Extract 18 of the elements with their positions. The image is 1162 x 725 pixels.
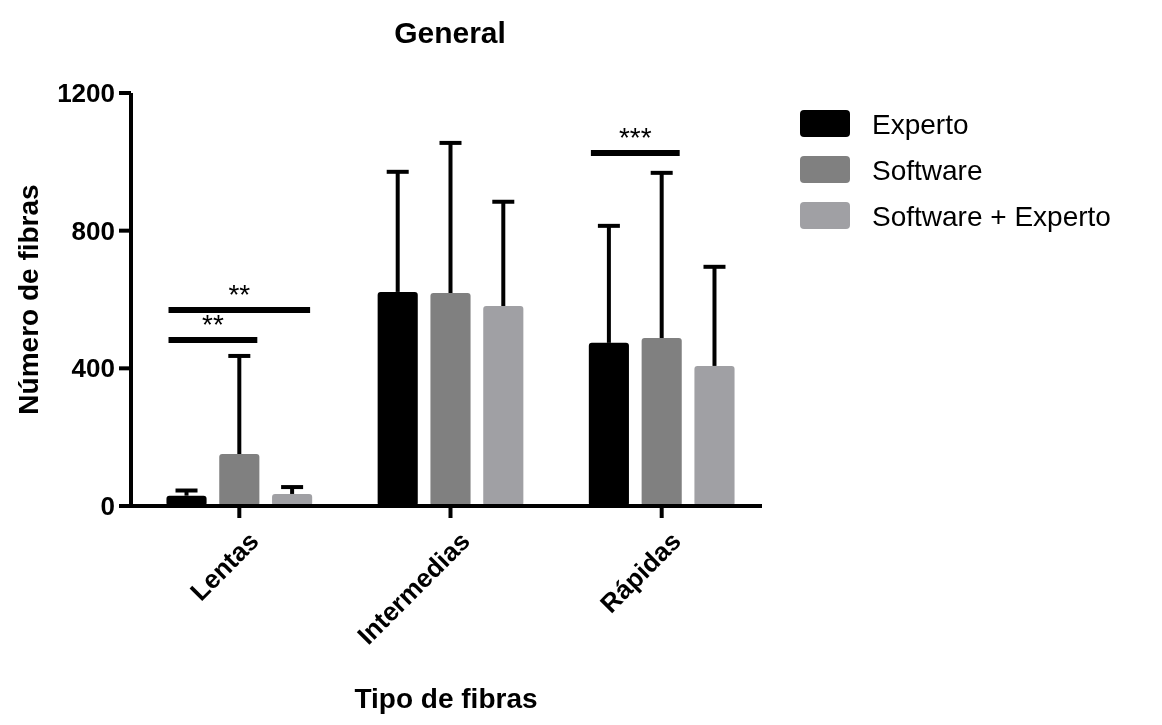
y-axis-title: Número de fibras [13,184,44,415]
y-tick-label: 0 [100,491,115,522]
annotation: ** [228,279,251,310]
y-tick-label: 800 [71,215,115,246]
legend-label: Experto [872,108,969,140]
y-tick-label: 1200 [57,78,115,109]
bar [641,338,682,506]
legend-label: Software [872,154,983,186]
x-axis-title: Tipo de fibras [354,683,538,714]
y-tick-label: 400 [71,353,115,384]
bar [219,454,260,506]
bar [694,365,735,506]
chart-title: General [394,16,506,49]
annotation: ** [202,309,224,340]
legend-label: Software + Experto [872,200,1111,232]
annotation: *** [618,122,652,153]
bar [483,306,524,506]
bar [430,292,471,506]
